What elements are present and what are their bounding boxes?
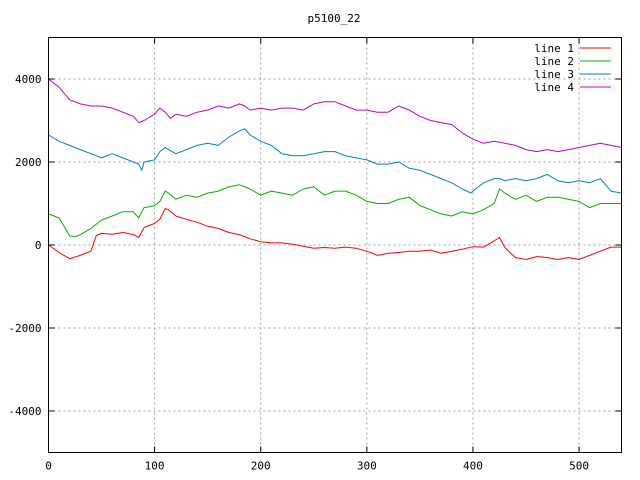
x-tick-label: 100 <box>145 460 165 473</box>
series-line-2 <box>48 184 622 238</box>
chart-title: p5100_22 <box>308 12 361 25</box>
series-line-1 <box>48 208 622 260</box>
y-tick-label: 2000 <box>15 156 42 169</box>
legend-label: line 3 <box>534 68 574 81</box>
series-line-4 <box>48 78 622 153</box>
x-tick-label: 500 <box>569 460 589 473</box>
y-tick-label: 0 <box>35 239 42 252</box>
legend-label: line 4 <box>534 81 574 94</box>
x-tick-label: 0 <box>45 460 52 473</box>
legend-label: line 2 <box>534 55 574 68</box>
x-tick-label: 400 <box>463 460 483 473</box>
y-tick-label: -2000 <box>8 322 41 335</box>
y-tick-label: 4000 <box>15 73 42 86</box>
series-group <box>48 78 622 260</box>
x-tick-label: 300 <box>357 460 377 473</box>
x-tick-label: 200 <box>251 460 271 473</box>
axis-ticks: -4000 -2000 0 2000 4000 0 100 200 300 400 500 <box>8 37 622 473</box>
grid <box>48 37 622 453</box>
series-line-3 <box>48 128 622 194</box>
y-tick-label: -4000 <box>8 405 41 418</box>
legend-label: line 1 <box>534 42 574 55</box>
